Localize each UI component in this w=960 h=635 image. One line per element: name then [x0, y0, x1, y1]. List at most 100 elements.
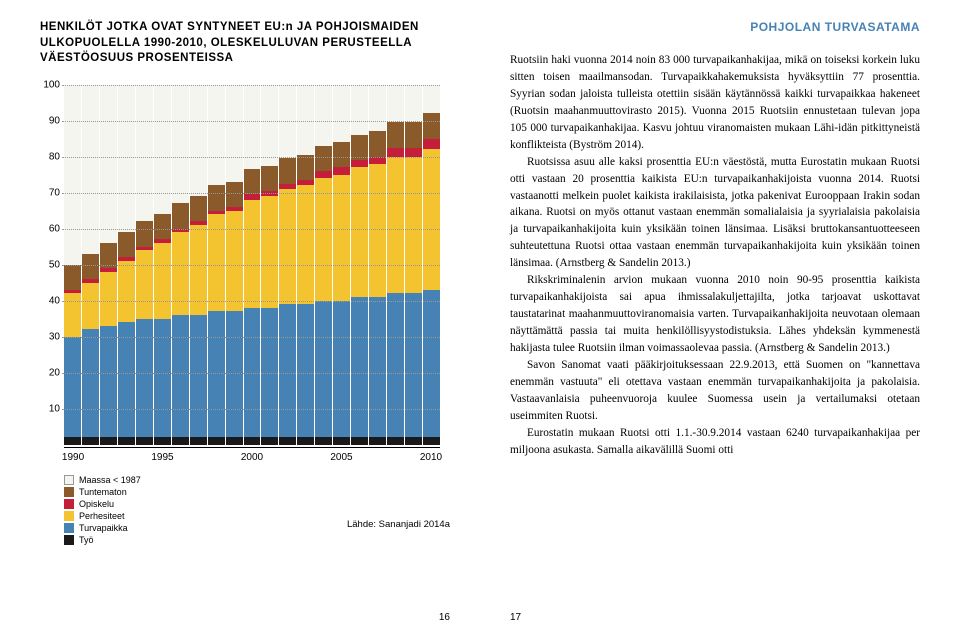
- bar-segment-opiskelu: [351, 160, 368, 167]
- bar-segment-tyo: [261, 437, 278, 444]
- bar-segment-maassa: [64, 85, 81, 265]
- bar-segment-tyo: [387, 437, 404, 444]
- bar-segment-maassa: [369, 85, 386, 132]
- legend-label: Tuntematon: [79, 487, 127, 497]
- body-paragraph: Eurostatin mukaan Ruotsi otti 1.1.-30.9.…: [510, 425, 920, 459]
- y-tick: 80: [38, 151, 60, 162]
- bar-segment-tyo: [136, 437, 153, 444]
- y-tick: 50: [38, 259, 60, 270]
- bar-segment-turvapaikka: [387, 293, 404, 437]
- bar-segment-tyo: [333, 437, 350, 444]
- bar-segment-maassa: [315, 85, 332, 146]
- bar-segment-tyo: [351, 437, 368, 444]
- page-number-left: 16: [439, 612, 450, 623]
- bar-segment-maassa: [154, 85, 171, 215]
- body-paragraph: Ruotsiin haki vuonna 2014 noin 83 000 tu…: [510, 52, 920, 154]
- bar-segment-tuntematon: [405, 122, 422, 147]
- y-tick: 100: [38, 79, 60, 90]
- bar-segment-tuntematon: [297, 155, 314, 180]
- bar-segment-turvapaikka: [172, 315, 189, 437]
- bar-segment-perhesiteet: [172, 232, 189, 315]
- page-number-right: 17: [510, 612, 521, 623]
- bar-segment-turvapaikka: [333, 301, 350, 438]
- chart-legend: Maassa < 1987TuntematonOpiskeluPerhesite…: [64, 475, 450, 545]
- bar-segment-perhesiteet: [261, 196, 278, 308]
- bar-segment-perhesiteet: [315, 178, 332, 300]
- bar-segment-tyo: [279, 437, 296, 444]
- bar-segment-maassa: [190, 85, 207, 197]
- bar-segment-tuntematon: [315, 146, 332, 171]
- bar-segment-tyo: [226, 437, 243, 444]
- bar-segment-maassa: [208, 85, 225, 186]
- grid-line: [62, 301, 440, 302]
- left-page: HENKILÖT JOTKA OVAT SYNTYNEET EU:n JA PO…: [0, 0, 480, 635]
- bar-segment-tuntematon: [369, 131, 386, 156]
- bar-segment-perhesiteet: [154, 243, 171, 319]
- grid-line: [62, 409, 440, 410]
- bar-segment-turvapaikka: [297, 304, 314, 437]
- y-tick: 60: [38, 223, 60, 234]
- bar-segment-tuntematon: [261, 166, 278, 191]
- bar-segment-turvapaikka: [369, 297, 386, 437]
- chart-source: Lähde: Sananjadi 2014a: [347, 519, 450, 530]
- bar-segment-perhesiteet: [423, 149, 440, 289]
- bar-segment-turvapaikka: [405, 293, 422, 437]
- bar-segment-turvapaikka: [64, 337, 81, 438]
- legend-item: Tuntematon: [64, 487, 450, 497]
- grid-line: [62, 337, 440, 338]
- bar-segment-tyo: [172, 437, 189, 444]
- bar-segment-tyo: [369, 437, 386, 444]
- grid-line: [62, 265, 440, 266]
- right-page: POHJOLAN TURVASATAMA Ruotsiin haki vuonn…: [480, 0, 960, 635]
- bar-segment-perhesiteet: [387, 157, 404, 294]
- bar-segment-turvapaikka: [100, 326, 117, 438]
- bar-segment-tyo: [244, 437, 261, 444]
- bar-segment-turvapaikka: [208, 311, 225, 437]
- bar-segment-maassa: [226, 85, 243, 182]
- legend-swatch: [64, 535, 74, 545]
- bar-segment-tyo: [82, 437, 99, 444]
- y-tick: 40: [38, 295, 60, 306]
- bar-segment-maassa: [136, 85, 153, 222]
- y-tick: 90: [38, 115, 60, 126]
- bar-segment-tyo: [190, 437, 207, 444]
- bar-segment-tyo: [297, 437, 314, 444]
- bar-segment-tyo: [405, 437, 422, 444]
- bar-segment-perhesiteet: [118, 261, 135, 322]
- chart-title-line3: VÄESTÖOSUUS PROSENTEISSA: [40, 52, 233, 64]
- bar-segment-perhesiteet: [100, 272, 117, 326]
- legend-swatch: [64, 499, 74, 509]
- grid-line: [62, 373, 440, 374]
- bar-segment-turvapaikka: [423, 290, 440, 438]
- x-axis: 19901995200020052010: [64, 447, 440, 465]
- bar-segment-maassa: [351, 85, 368, 135]
- bar-segment-perhesiteet: [244, 200, 261, 308]
- chart-title-line1: HENKILÖT JOTKA OVAT SYNTYNEET EU:n JA PO…: [40, 21, 419, 33]
- bar-segment-turvapaikka: [190, 315, 207, 437]
- y-tick: 10: [38, 403, 60, 414]
- bar-segment-tuntematon: [279, 158, 296, 183]
- y-tick: 20: [38, 367, 60, 378]
- bar-segment-perhesiteet: [226, 211, 243, 312]
- right-column-title: POHJOLAN TURVASATAMA: [510, 20, 920, 34]
- bar-segment-perhesiteet: [405, 157, 422, 294]
- x-tick: 2010: [420, 452, 442, 463]
- legend-label: Opiskelu: [79, 499, 114, 509]
- bar-segment-perhesiteet: [351, 167, 368, 297]
- bar-segment-tuntematon: [208, 185, 225, 210]
- legend-item: Opiskelu: [64, 499, 450, 509]
- bar-segment-perhesiteet: [279, 189, 296, 304]
- bar-segment-perhesiteet: [82, 283, 99, 330]
- bar-segment-turvapaikka: [279, 304, 296, 437]
- body-paragraph: Savon Sanomat vaati pääkirjoituksessaan …: [510, 357, 920, 425]
- bar-segment-tuntematon: [82, 254, 99, 279]
- bar-segment-maassa: [387, 85, 404, 123]
- body-paragraph: Rikskriminalenin arvion mukaan vuonna 20…: [510, 272, 920, 357]
- bar-segment-turvapaikka: [351, 297, 368, 437]
- bar-segment-maassa: [261, 85, 278, 166]
- chart-title-line2: ULKOPUOLELLA 1990-2010, OLESKELULUVAN PE…: [40, 37, 412, 49]
- bar-segment-turvapaikka: [315, 301, 332, 438]
- bar-segment-maassa: [423, 85, 440, 114]
- grid-line: [62, 157, 440, 158]
- x-tick: 1995: [151, 452, 173, 463]
